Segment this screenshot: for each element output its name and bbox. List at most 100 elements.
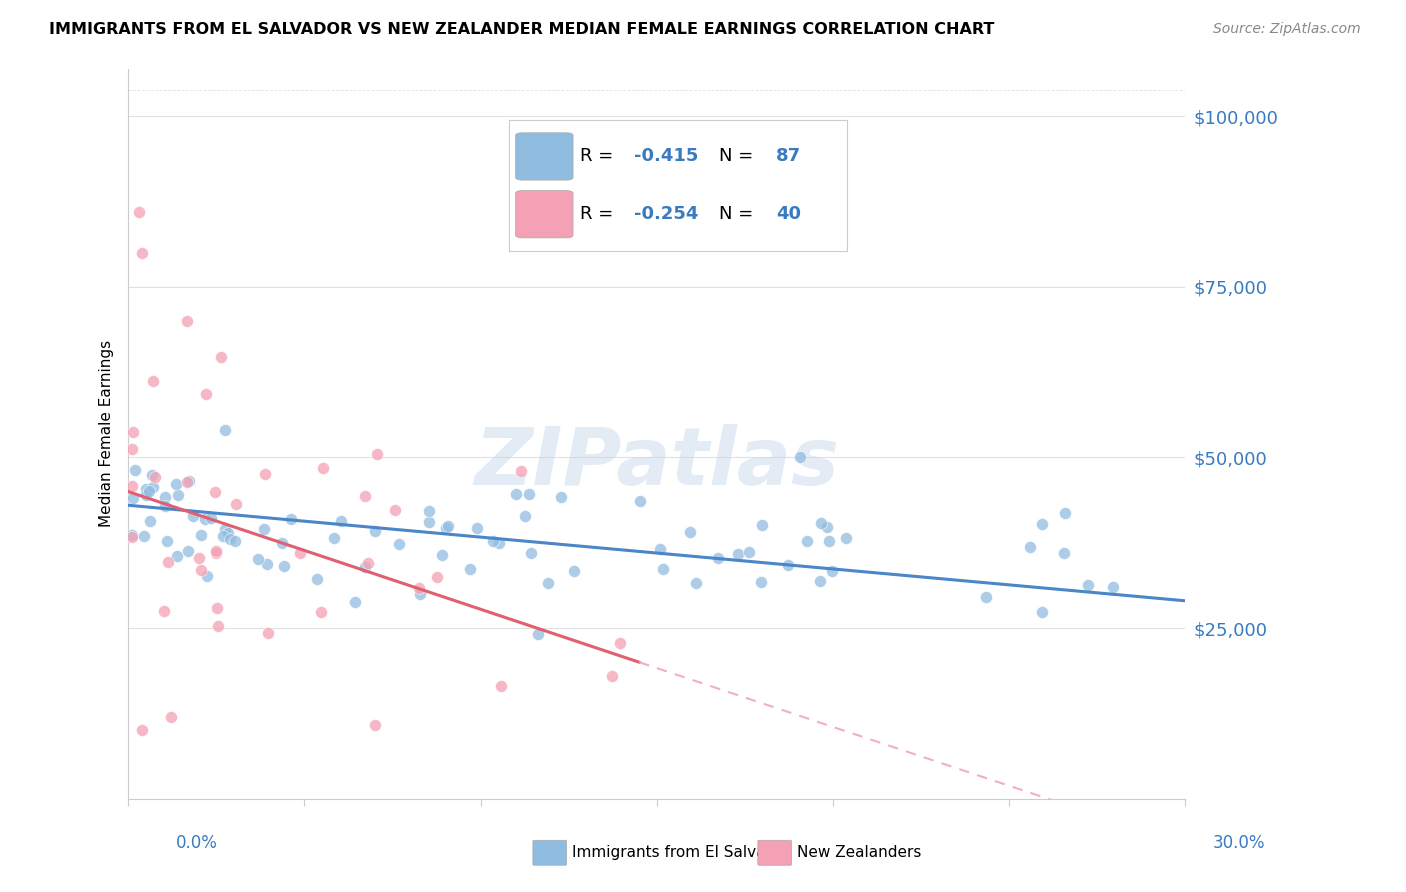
Point bbox=[166, 549, 188, 563]
Point bbox=[131, 723, 153, 738]
Point bbox=[224, 534, 246, 549]
Point bbox=[685, 575, 707, 590]
Point bbox=[357, 556, 380, 570]
Point bbox=[609, 636, 631, 650]
Point bbox=[628, 493, 651, 508]
Point bbox=[388, 537, 411, 551]
Point bbox=[1077, 578, 1099, 592]
Point bbox=[509, 464, 531, 478]
Point bbox=[247, 552, 270, 566]
Point bbox=[815, 520, 838, 534]
Point bbox=[190, 527, 212, 541]
Text: Immigrants from El Salvador: Immigrants from El Salvador bbox=[572, 846, 792, 860]
Point bbox=[749, 575, 772, 590]
Point bbox=[1031, 516, 1053, 531]
Point bbox=[727, 547, 749, 561]
Text: Source: ZipAtlas.com: Source: ZipAtlas.com bbox=[1213, 22, 1361, 37]
Point bbox=[354, 560, 377, 574]
Point bbox=[212, 529, 235, 543]
Point bbox=[465, 521, 488, 535]
Point bbox=[550, 490, 572, 504]
Point bbox=[751, 518, 773, 533]
Point bbox=[256, 557, 278, 571]
Point bbox=[835, 532, 858, 546]
Point bbox=[344, 595, 367, 609]
Point bbox=[153, 604, 176, 618]
Point bbox=[159, 710, 181, 724]
Point bbox=[176, 475, 198, 489]
Point bbox=[141, 468, 163, 483]
Point bbox=[738, 544, 761, 558]
Point bbox=[225, 497, 247, 511]
Point bbox=[489, 679, 512, 693]
Point bbox=[323, 531, 346, 545]
Point bbox=[309, 605, 332, 619]
Point bbox=[205, 543, 228, 558]
Text: 0.0%: 0.0% bbox=[176, 834, 218, 852]
Point bbox=[564, 565, 586, 579]
Point bbox=[207, 619, 229, 633]
Point bbox=[134, 529, 156, 543]
Point bbox=[138, 484, 160, 499]
Point bbox=[121, 442, 143, 456]
Point bbox=[190, 563, 212, 577]
Point bbox=[1053, 506, 1076, 520]
Point bbox=[153, 491, 176, 505]
Point bbox=[426, 569, 449, 583]
Point bbox=[602, 669, 624, 683]
Text: 30.0%: 30.0% bbox=[1213, 834, 1265, 852]
Point bbox=[488, 536, 510, 550]
Point bbox=[181, 508, 204, 523]
Point bbox=[193, 512, 215, 526]
Point bbox=[166, 488, 188, 502]
Point bbox=[1019, 541, 1042, 555]
Point bbox=[789, 450, 811, 465]
Point bbox=[155, 534, 177, 549]
Point bbox=[974, 591, 997, 605]
Point bbox=[329, 514, 352, 528]
Point bbox=[188, 550, 211, 565]
Point bbox=[142, 479, 165, 493]
Point bbox=[520, 545, 543, 559]
Point bbox=[121, 530, 143, 544]
Point bbox=[409, 587, 432, 601]
Point bbox=[652, 562, 675, 576]
Point bbox=[204, 546, 226, 560]
Point bbox=[138, 514, 160, 528]
Point bbox=[537, 575, 560, 590]
Point bbox=[204, 485, 226, 500]
Point bbox=[214, 522, 236, 536]
Point bbox=[121, 479, 143, 493]
Point bbox=[505, 487, 527, 501]
Point bbox=[778, 558, 800, 573]
Point bbox=[821, 564, 844, 578]
Point bbox=[177, 544, 200, 558]
Point bbox=[436, 521, 458, 535]
Point bbox=[135, 482, 157, 496]
Point bbox=[311, 460, 333, 475]
Point bbox=[177, 474, 200, 488]
Point bbox=[648, 542, 671, 557]
Point bbox=[517, 487, 540, 501]
Point bbox=[810, 516, 832, 530]
Point bbox=[458, 562, 481, 576]
Text: New Zealanders: New Zealanders bbox=[797, 846, 921, 860]
Point bbox=[209, 350, 232, 364]
Point bbox=[166, 476, 188, 491]
Point bbox=[176, 314, 198, 328]
Point bbox=[707, 551, 730, 566]
Point bbox=[124, 463, 146, 477]
Point bbox=[364, 524, 387, 538]
Point bbox=[142, 374, 165, 388]
Point bbox=[156, 555, 179, 569]
Point bbox=[1102, 580, 1125, 594]
Point bbox=[513, 508, 536, 523]
Point bbox=[200, 511, 222, 525]
Text: ZIPatlas: ZIPatlas bbox=[474, 424, 839, 502]
Point bbox=[214, 423, 236, 437]
Point bbox=[679, 525, 702, 540]
Point bbox=[408, 581, 430, 595]
Point bbox=[205, 601, 228, 615]
Point bbox=[143, 470, 166, 484]
Point bbox=[526, 626, 548, 640]
